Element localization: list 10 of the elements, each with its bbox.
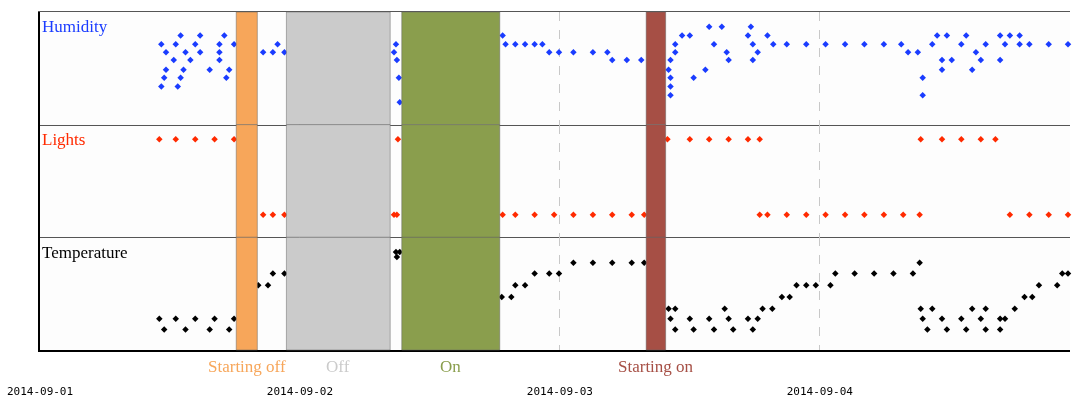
text: Temperature (42, 243, 128, 262)
x-tick-label: 2014-09-04 (786, 385, 854, 399)
text: Lights (42, 130, 86, 149)
text: Humidity (42, 17, 108, 36)
x-tick-label: 2014-09-01 (6, 385, 74, 399)
band-label: Starting off (208, 357, 286, 376)
x-tick-label: 2014-09-03 (526, 385, 593, 399)
band-label: Starting on (618, 357, 694, 376)
x-tick-label: 2014-09-02 (266, 385, 334, 399)
band-label: On (440, 357, 462, 376)
